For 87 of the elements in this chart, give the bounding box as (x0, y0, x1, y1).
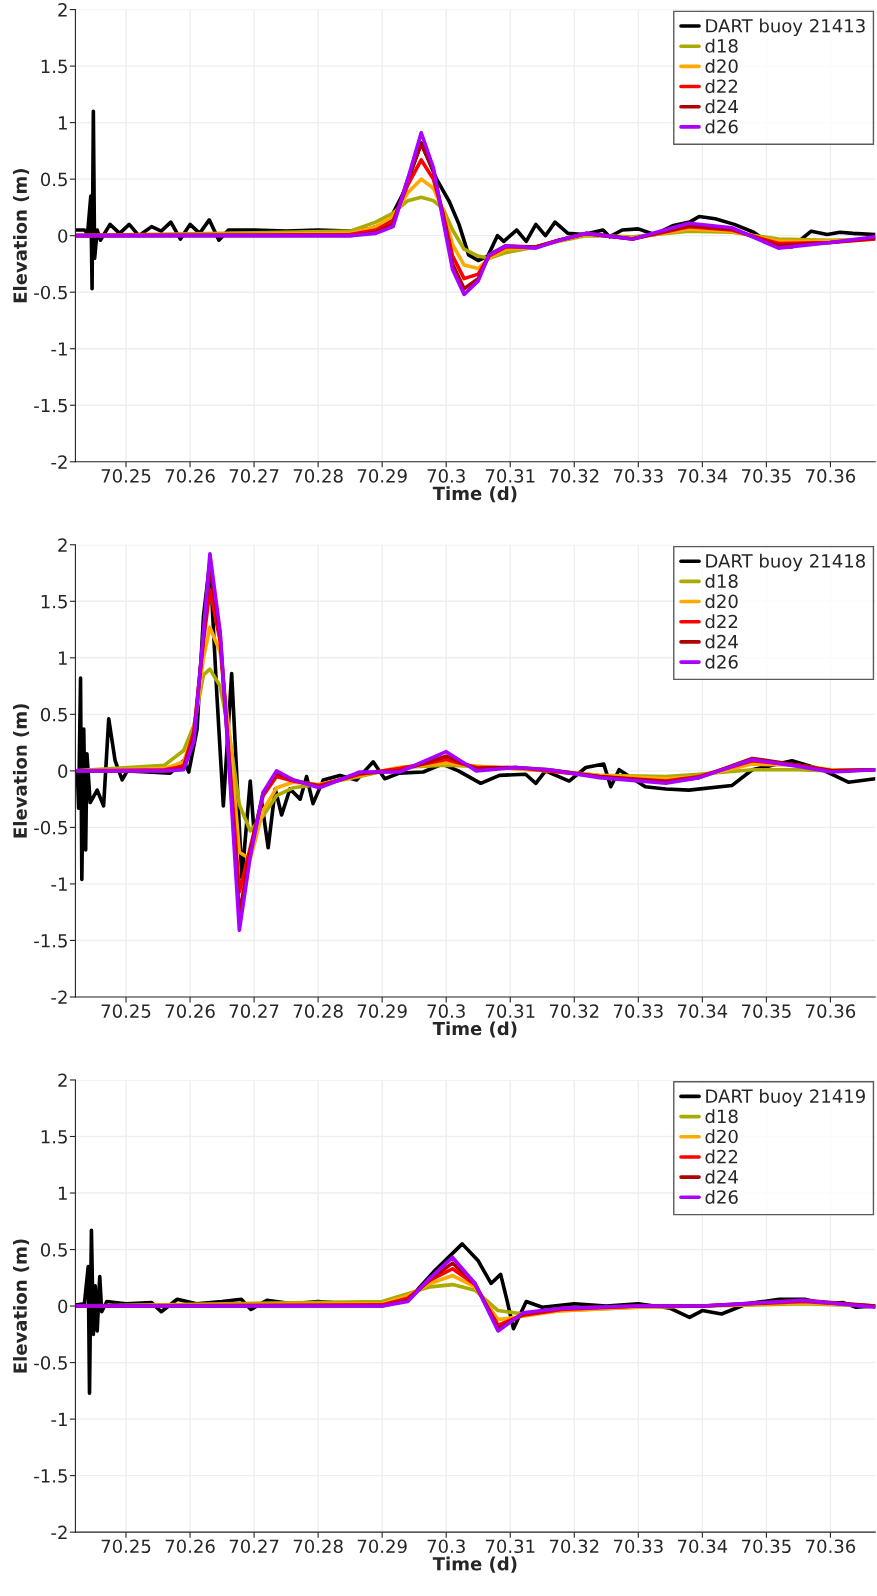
legend-label: DART buoy 21413 (706, 18, 865, 37)
y-tick-label: -2 (51, 1525, 67, 1540)
legend-label: d18 (705, 38, 738, 53)
y-tick-label: 0 (58, 229, 68, 243)
x-tick-label: 70.26 (165, 469, 215, 483)
y-tick-label: -1.5 (34, 934, 67, 948)
y-tick-label: 2 (58, 538, 67, 552)
x-tick-label: 70.28 (293, 1539, 343, 1554)
y-tick-label: 1.5 (41, 59, 67, 74)
legend-label: d18 (705, 1109, 738, 1124)
x-tick-label: 70.36 (806, 1539, 856, 1554)
y-tick-label: 1 (58, 116, 67, 130)
x-tick-label: 70.32 (549, 469, 599, 483)
y-tick-label: -1.5 (34, 398, 67, 413)
y-tick-label: 1 (58, 651, 67, 665)
legend-label: d20 (705, 594, 738, 609)
x-axis-title: Time (d) (432, 1021, 517, 1038)
y-tick-label: 2 (58, 1073, 67, 1087)
x-axis-title: Time (d) (432, 486, 517, 503)
x-tick-label: 70.29 (357, 1539, 407, 1554)
y-tick-label: -0.5 (34, 1356, 67, 1370)
legend-label: d24 (705, 99, 738, 114)
x-tick-label: 70.25 (101, 469, 151, 483)
x-tick-label: 70.34 (677, 1004, 728, 1018)
legend-label: d24 (705, 634, 738, 649)
x-tick-label: 70.3 (427, 1004, 465, 1018)
x-tick-label: 70.27 (229, 1539, 279, 1554)
y-tick-label: -1 (51, 877, 67, 891)
x-axis-title: Time (d) (432, 1556, 517, 1573)
legend-label: d26 (705, 1189, 738, 1204)
y-tick-label: 0.5 (40, 1242, 67, 1257)
x-tick-label: 70.28 (293, 1004, 343, 1018)
legend-label: d22 (705, 79, 738, 94)
legend-label: d20 (705, 1129, 738, 1144)
x-tick-label: 70.26 (165, 1004, 215, 1018)
x-tick-label: 70.31 (485, 1004, 535, 1018)
y-axis-title: Elevation (m) (13, 169, 30, 303)
x-tick-label: 70.33 (613, 1004, 663, 1018)
legend-label: d20 (705, 58, 738, 73)
x-tick-label: 70.32 (549, 1004, 599, 1018)
x-tick-label: 70.29 (357, 469, 407, 483)
legend-label: DART buoy 21418 (706, 553, 865, 572)
y-tick-label: -1 (51, 1412, 67, 1426)
x-tick-label: 70.35 (742, 1004, 791, 1018)
legend-label: d26 (705, 119, 738, 134)
legend-label: d22 (705, 614, 738, 629)
y-tick-label: 1.5 (41, 1130, 67, 1144)
x-tick-label: 70.34 (677, 469, 728, 483)
x-tick-label: 70.28 (293, 469, 343, 483)
x-tick-label: 70.34 (677, 1539, 728, 1554)
y-tick-label: -1 (51, 342, 67, 356)
x-tick-label: 70.25 (101, 1004, 151, 1018)
x-tick-label: 70.33 (613, 469, 663, 483)
y-tick-label: -2 (51, 455, 67, 469)
y-axis-title: Elevation (m) (13, 1239, 30, 1373)
y-tick-label: -1.5 (34, 1469, 67, 1483)
x-tick-label: 70.35 (742, 1539, 791, 1554)
x-tick-label: 70.3 (427, 469, 465, 483)
y-tick-label: 2 (58, 3, 67, 17)
legend-label: d24 (705, 1169, 738, 1184)
y-tick-label: -0.5 (34, 820, 67, 835)
x-tick-label: 70.3 (427, 1539, 465, 1554)
x-tick-label: 70.32 (549, 1539, 599, 1554)
x-tick-label: 70.27 (229, 1004, 279, 1018)
x-tick-label: 70.31 (485, 469, 535, 483)
y-tick-label: 1 (58, 1186, 67, 1200)
y-tick-label: 0.5 (40, 172, 67, 187)
legend-label: d18 (705, 573, 738, 588)
y-tick-label: -2 (51, 990, 67, 1004)
x-tick-label: 70.35 (742, 469, 791, 483)
legend-label: d26 (705, 654, 738, 669)
x-tick-label: 70.33 (613, 1539, 663, 1554)
y-tick-label: -0.5 (34, 285, 67, 300)
x-tick-label: 70.29 (357, 1004, 407, 1018)
x-tick-label: 70.25 (101, 1539, 151, 1554)
x-tick-label: 70.36 (806, 469, 856, 483)
y-tick-label: 0 (58, 1299, 68, 1314)
y-tick-label: 0 (58, 764, 68, 778)
x-tick-label: 70.36 (806, 1004, 856, 1018)
legend-label: d22 (705, 1149, 738, 1164)
y-tick-label: 0.5 (40, 707, 67, 722)
y-axis-title: Elevation (m) (13, 704, 30, 838)
x-tick-label: 70.31 (485, 1539, 535, 1554)
legend-label: DART buoy 21419 (706, 1088, 865, 1107)
x-tick-label: 70.26 (165, 1539, 215, 1554)
y-tick-label: 1.5 (41, 594, 67, 609)
x-tick-label: 70.27 (229, 469, 279, 483)
